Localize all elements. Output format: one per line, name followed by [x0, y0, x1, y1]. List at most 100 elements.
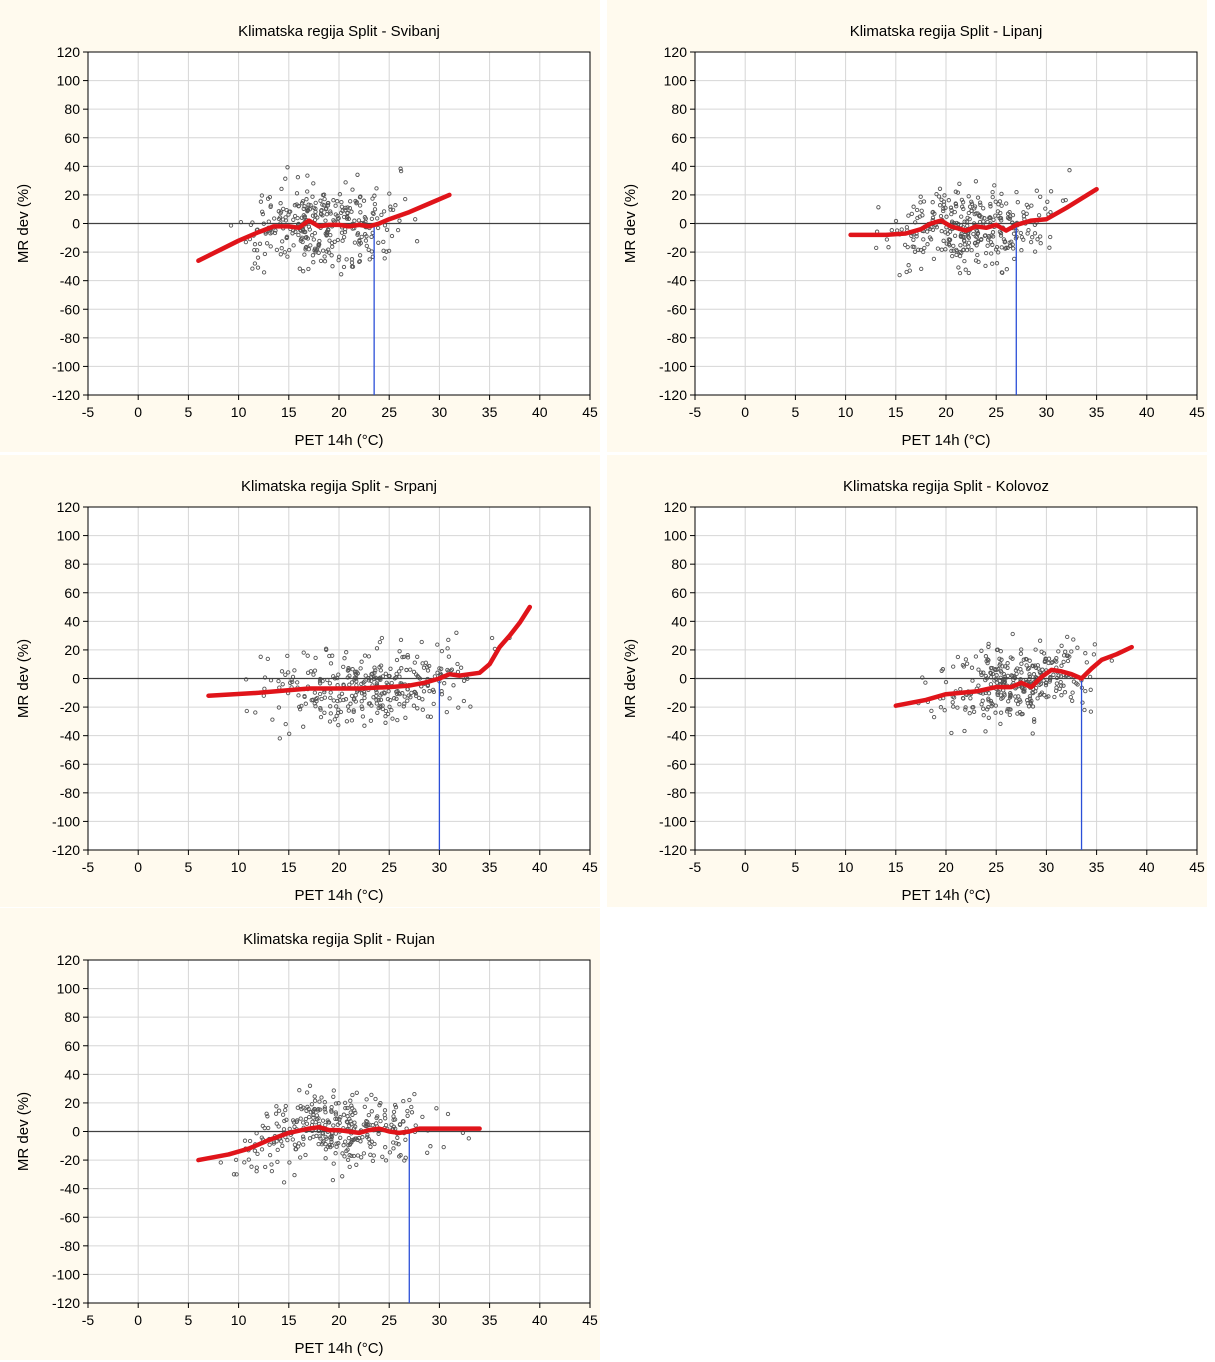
- data-point: [405, 698, 410, 703]
- data-point: [278, 210, 283, 216]
- data-point: [328, 690, 333, 695]
- data-point: [988, 671, 994, 676]
- data-point: [370, 210, 375, 216]
- x-tick-label: 20: [331, 1312, 347, 1328]
- data-point: [312, 690, 318, 695]
- data-point: [369, 216, 375, 222]
- data-point: [218, 1160, 223, 1165]
- data-point: [397, 691, 402, 697]
- data-point: [243, 677, 249, 682]
- data-point: [387, 704, 392, 709]
- data-point: [934, 191, 939, 197]
- data-point: [296, 232, 301, 238]
- data-point: [344, 650, 349, 655]
- x-tick-label: 0: [134, 1312, 142, 1328]
- chart-svg: -5 0 5 10 15 20 25 30 35 40 45 120 100 80 60 40 20 0 -20 -4…: [622, 478, 1205, 904]
- x-tick-label: 20: [331, 404, 347, 420]
- data-point: [283, 176, 288, 181]
- data-point: [1021, 657, 1026, 662]
- data-point: [404, 667, 409, 673]
- data-point: [276, 1124, 281, 1129]
- data-point: [348, 701, 353, 706]
- data-point: [306, 1106, 311, 1112]
- data-point: [328, 711, 333, 716]
- data-point: [974, 211, 979, 216]
- data-point: [306, 266, 311, 272]
- data-point: [354, 201, 359, 206]
- y-tick-label: 120: [664, 44, 688, 60]
- data-point: [301, 650, 306, 655]
- data-point: [456, 705, 461, 710]
- data-point: [437, 666, 442, 671]
- data-point: [283, 218, 289, 223]
- x-tick-label: 10: [231, 404, 247, 420]
- data-point: [345, 704, 351, 709]
- x-tick-label: 40: [1139, 404, 1155, 420]
- data-point: [341, 697, 346, 703]
- data-point: [897, 272, 902, 278]
- data-point: [357, 203, 363, 208]
- y-tick-label: -40: [60, 1181, 80, 1197]
- data-point: [1024, 663, 1029, 668]
- data-point: [1065, 658, 1071, 664]
- data-point: [258, 654, 263, 659]
- data-point: [1040, 667, 1045, 672]
- data-point: [281, 206, 286, 212]
- data-point: [352, 1120, 357, 1125]
- data-point: [243, 239, 249, 245]
- data-point: [388, 666, 393, 671]
- data-point: [330, 653, 335, 658]
- data-point: [415, 654, 420, 659]
- data-point: [489, 635, 495, 641]
- data-point: [942, 193, 947, 198]
- data-point: [1069, 649, 1074, 654]
- data-point: [906, 263, 911, 268]
- data-point: [1058, 679, 1063, 685]
- trend-line: [206, 604, 533, 698]
- data-point: [420, 1114, 425, 1120]
- data-point: [362, 215, 368, 220]
- data-point: [292, 1142, 298, 1147]
- data-point: [442, 681, 447, 686]
- y-tick-label: 100: [57, 528, 81, 544]
- data-point: [988, 201, 993, 207]
- data-point: [271, 1141, 276, 1146]
- data-point: [1008, 692, 1013, 697]
- data-point: [1052, 694, 1057, 700]
- data-point: [1034, 188, 1039, 193]
- y-tick-label: 40: [64, 1066, 80, 1082]
- data-point: [951, 664, 956, 669]
- data-point: [297, 704, 302, 710]
- data-point: [278, 252, 283, 257]
- data-point: [375, 1114, 380, 1119]
- data-point: [332, 717, 337, 722]
- y-axis-label: MR dev (%): [15, 184, 32, 263]
- data-point: [296, 693, 301, 698]
- data-point: [1037, 638, 1043, 643]
- data-point: [303, 1152, 308, 1158]
- data-point: [252, 1148, 258, 1153]
- data-point: [1033, 647, 1038, 652]
- chart-title: Klimatska regija Split - Srpanj: [241, 478, 437, 495]
- data-point: [317, 679, 323, 684]
- data-point: [876, 205, 881, 210]
- data-point: [345, 205, 350, 210]
- data-point: [310, 233, 315, 238]
- data-point: [468, 704, 473, 709]
- data-point: [1015, 701, 1021, 707]
- data-point: [249, 1164, 254, 1169]
- data-point: [337, 192, 343, 197]
- data-point: [1045, 199, 1050, 204]
- data-point: [346, 666, 351, 671]
- x-tick-label: 0: [741, 404, 749, 420]
- data-point: [394, 689, 399, 694]
- chart-svg: -5 0 5 10 15 20 25 30 35 40 45 120 100 80 60 40 20 0 -20 -4…: [15, 23, 598, 449]
- data-point: [336, 672, 341, 677]
- data-point: [1061, 659, 1066, 665]
- x-tick-label: 40: [532, 859, 548, 875]
- data-point: [295, 175, 301, 180]
- data-point: [250, 266, 255, 271]
- data-point: [1019, 647, 1024, 652]
- data-point: [349, 257, 355, 262]
